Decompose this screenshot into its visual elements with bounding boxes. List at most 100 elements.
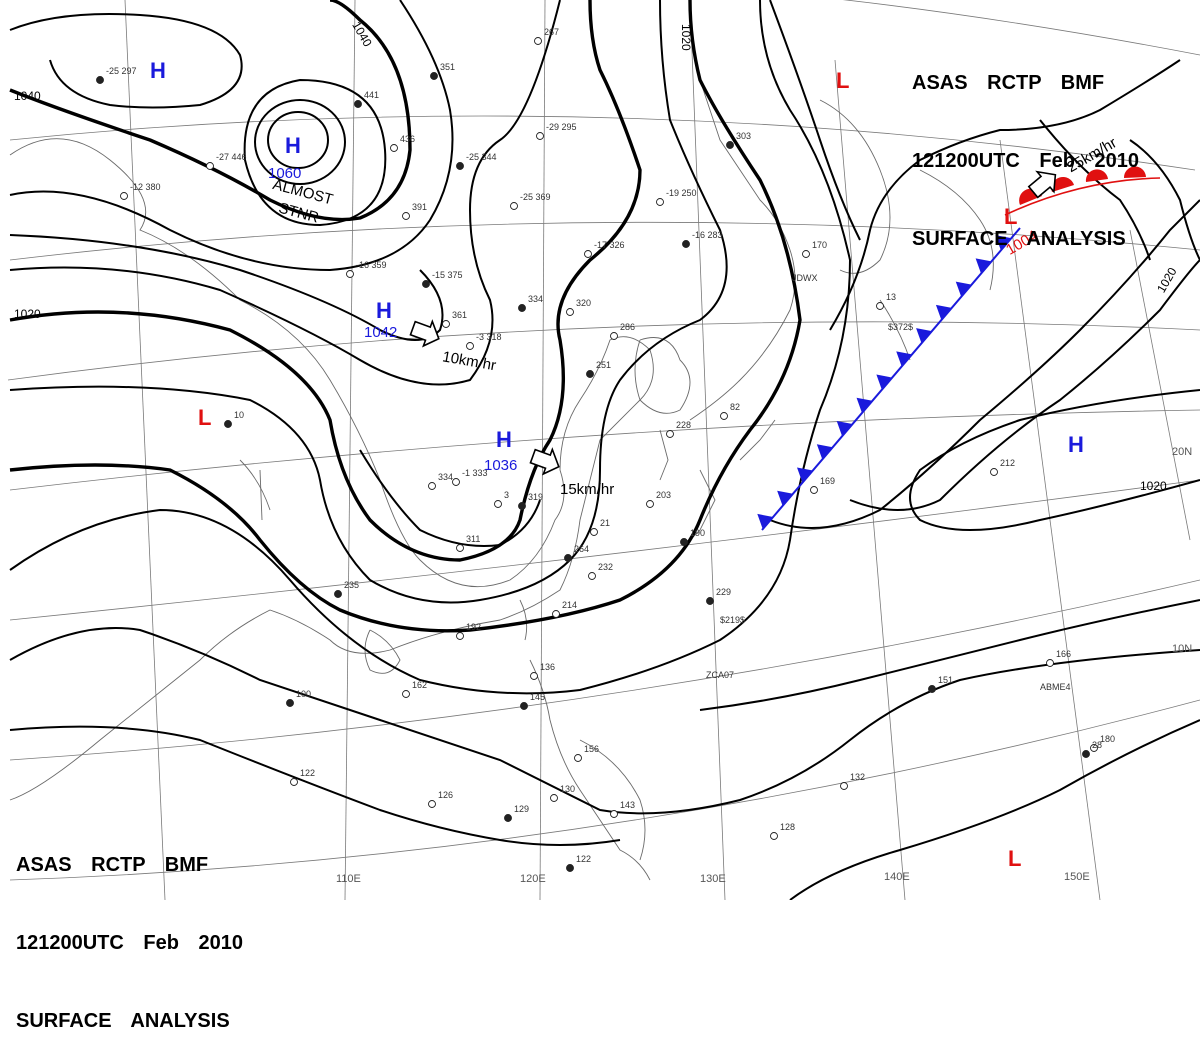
station-value: 235 [344, 580, 359, 590]
lat-label: 10N [1172, 643, 1192, 655]
station-value: 166 [1056, 649, 1071, 659]
station-value: 100 [296, 689, 311, 699]
station-symbol-icon [610, 810, 618, 818]
cold-front-triangle-icon [856, 397, 873, 413]
motion-arrow-icon [529, 447, 560, 476]
station-value: 180 [1100, 734, 1115, 744]
station-symbol-icon [770, 832, 778, 840]
station-symbol-icon [422, 280, 430, 288]
station-value: 169 [820, 476, 835, 486]
high-center-pressure: 1060 [268, 165, 301, 182]
station-symbol-icon [456, 544, 464, 552]
lon-label: 110E [336, 873, 361, 885]
station-value: 361 [452, 310, 467, 320]
station-symbol-icon [520, 702, 528, 710]
station-value: 82 [730, 402, 740, 412]
station-symbol-icon [390, 144, 398, 152]
lat-label: 20N [1172, 446, 1192, 458]
high-center-pressure: 1042 [364, 324, 397, 341]
station-symbol-icon [518, 304, 526, 312]
station-symbol-icon [610, 332, 618, 340]
station-symbol-icon [666, 430, 674, 438]
station-symbol-icon [928, 685, 936, 693]
station-value: 436 [400, 134, 415, 144]
station-symbol-icon [518, 502, 526, 510]
station-symbol-icon [564, 554, 572, 562]
surface-analysis-map: 1040 1040 1020 1020 1020 1020 -25 297-27… [7, 0, 1200, 900]
station-value: 203 [656, 490, 671, 500]
station-symbol-icon [206, 162, 214, 170]
cold-front-triangle-icon [777, 490, 793, 506]
station-symbol-icon [590, 528, 598, 536]
station-symbol-icon [706, 597, 714, 605]
station-value: 320 [576, 298, 591, 308]
cold-front-triangle-icon [935, 304, 952, 321]
station-value: -12 380 [130, 182, 161, 192]
station-value: 264 [574, 544, 589, 554]
station-symbol-icon [566, 308, 574, 316]
station-symbol-icon [1082, 750, 1090, 758]
station-symbol-icon [802, 250, 810, 258]
station-id: JDWX [792, 273, 818, 283]
header-bottom-line3: SURFACE ANALYSIS [16, 1010, 230, 1032]
station-symbol-icon [334, 590, 342, 598]
station-symbol-icon [466, 342, 474, 350]
station-value: 229 [716, 587, 731, 597]
station-id: $372$ [888, 322, 913, 332]
station-value: 130 [560, 784, 575, 794]
station-value: 129 [514, 804, 529, 814]
station-value: 228 [676, 420, 691, 430]
station-value: 212 [1000, 458, 1015, 468]
lon-label: 130E [700, 873, 726, 885]
station-value: 334 [438, 472, 453, 482]
station-symbol-icon [534, 37, 542, 45]
cold-front [757, 227, 1021, 531]
station-value: 441 [364, 90, 379, 100]
station-symbol-icon [876, 302, 884, 310]
station-value: 126 [438, 790, 453, 800]
station-value: 143 [620, 800, 635, 810]
cold-front-triangle-icon [975, 258, 992, 274]
motion-arrow-icon [1027, 170, 1057, 199]
station-id: ZCA07 [706, 670, 734, 680]
station-symbol-icon [1046, 659, 1054, 667]
station-symbol-icon [586, 370, 594, 378]
station-symbol-icon [290, 778, 298, 786]
station-symbol-icon [402, 212, 410, 220]
station-symbol-icon [428, 482, 436, 490]
station-value: 267 [544, 27, 559, 37]
station-value: -25 297 [106, 66, 137, 76]
cold-front-triangle-icon [757, 513, 774, 530]
low-center-symbol: L [836, 68, 849, 93]
station-symbol-icon [402, 690, 410, 698]
station-value: 251 [596, 360, 611, 370]
header-top-line1: ASAS RCTP BMF [912, 72, 1105, 94]
station-value: 151 [938, 675, 953, 685]
isobar-label-1020-east: 1020 [1140, 479, 1167, 493]
cold-front-triangle-icon [797, 467, 813, 483]
station-value: 311 [466, 534, 480, 544]
header-top-line3: SURFACE ANALYSIS [912, 228, 1126, 250]
station-symbol-icon [286, 699, 294, 707]
lon-label: 140E [884, 871, 910, 883]
station-symbol-icon [456, 162, 464, 170]
low-center-symbol: L [1004, 204, 1017, 229]
station-symbol-icon [584, 250, 592, 258]
station-symbol-icon [552, 610, 560, 618]
isobar-label-1020-north: 1020 [679, 24, 693, 51]
station-symbol-icon [1090, 744, 1098, 752]
station-value: -25 344 [466, 152, 497, 162]
station-value: 10 [234, 410, 244, 420]
station-id: ABME4 [1040, 682, 1071, 692]
station-value: -16 359 [356, 260, 387, 270]
station-symbol-icon [588, 572, 596, 580]
low-center-symbol: L [198, 405, 211, 430]
station-symbol-icon [456, 632, 464, 640]
cold-front-triangle-icon [896, 351, 913, 367]
lon-label: 150E [1064, 871, 1090, 883]
station-value: 232 [598, 562, 613, 572]
station-ids: JDWX $372$ $219$ ZCA07 ABME4 [706, 273, 1071, 692]
station-value: 122 [576, 854, 591, 864]
isobar-label-1040-west: 1040 [14, 89, 41, 103]
station-value: 13 [886, 292, 896, 302]
